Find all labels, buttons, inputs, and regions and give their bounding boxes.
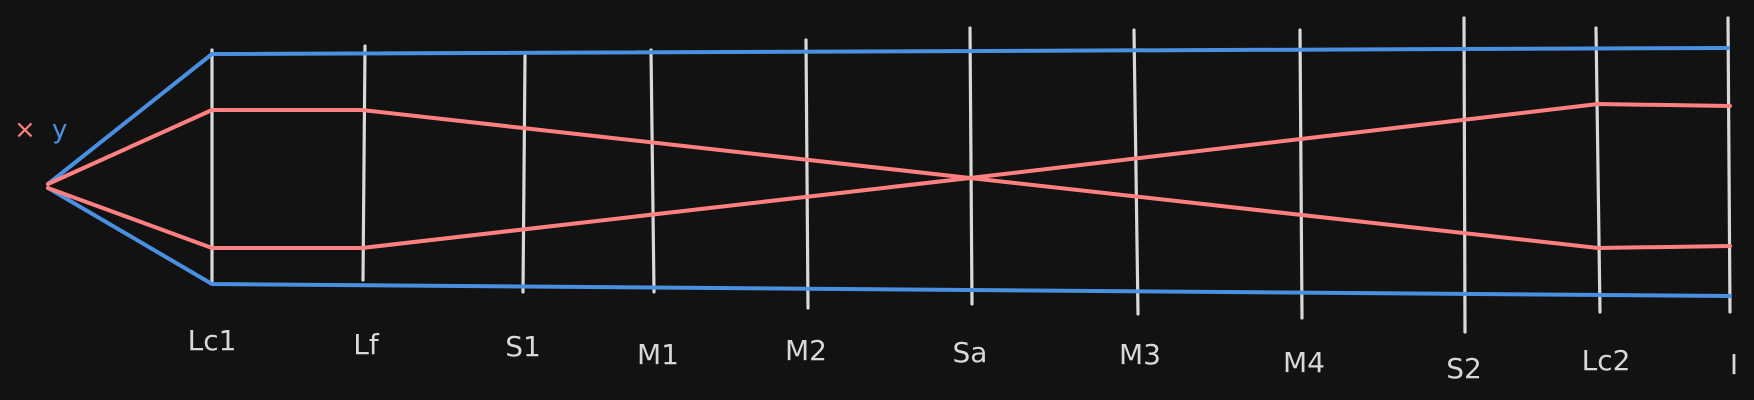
element-labels: Lc1 Lf S1 M1 M2 Sa M3 M4 S2 Lc2 I	[188, 324, 1739, 385]
element-line-m1	[649, 48, 656, 294]
element-line-s1	[521, 54, 527, 294]
x-ray-top-to-bottom	[46, 108, 1732, 250]
element-label-i: I	[1730, 348, 1738, 381]
legend-x-symbol: ×	[14, 115, 36, 145]
element-label-m1: M1	[637, 338, 679, 371]
y-ray-upper	[46, 46, 1730, 186]
legend-y-symbol: y	[52, 115, 67, 145]
element-lines	[210, 16, 1732, 334]
y-rays	[46, 46, 1732, 298]
element-line-sa	[968, 26, 974, 306]
element-label-m4: M4	[1283, 346, 1325, 379]
element-line-i	[1726, 16, 1732, 314]
element-label-s1: S1	[505, 330, 541, 363]
element-label-lc1: Lc1	[188, 324, 237, 357]
x-rays	[46, 102, 1732, 250]
element-line-m2	[804, 38, 810, 310]
element-label-m3: M3	[1119, 338, 1161, 371]
element-label-sa: Sa	[953, 336, 988, 369]
element-line-lc2	[1594, 26, 1602, 314]
element-line-m4	[1298, 28, 1304, 320]
element-label-lc2: Lc2	[1582, 344, 1631, 377]
element-line-s2	[1462, 16, 1467, 334]
element-label-m2: M2	[785, 334, 827, 367]
element-line-m3	[1132, 28, 1140, 316]
element-line-lf	[361, 44, 367, 282]
x-ray-bottom-to-top	[46, 102, 1732, 250]
element-label-s2: S2	[1446, 352, 1482, 385]
y-ray-lower	[46, 186, 1732, 298]
element-label-lf: Lf	[353, 328, 380, 361]
